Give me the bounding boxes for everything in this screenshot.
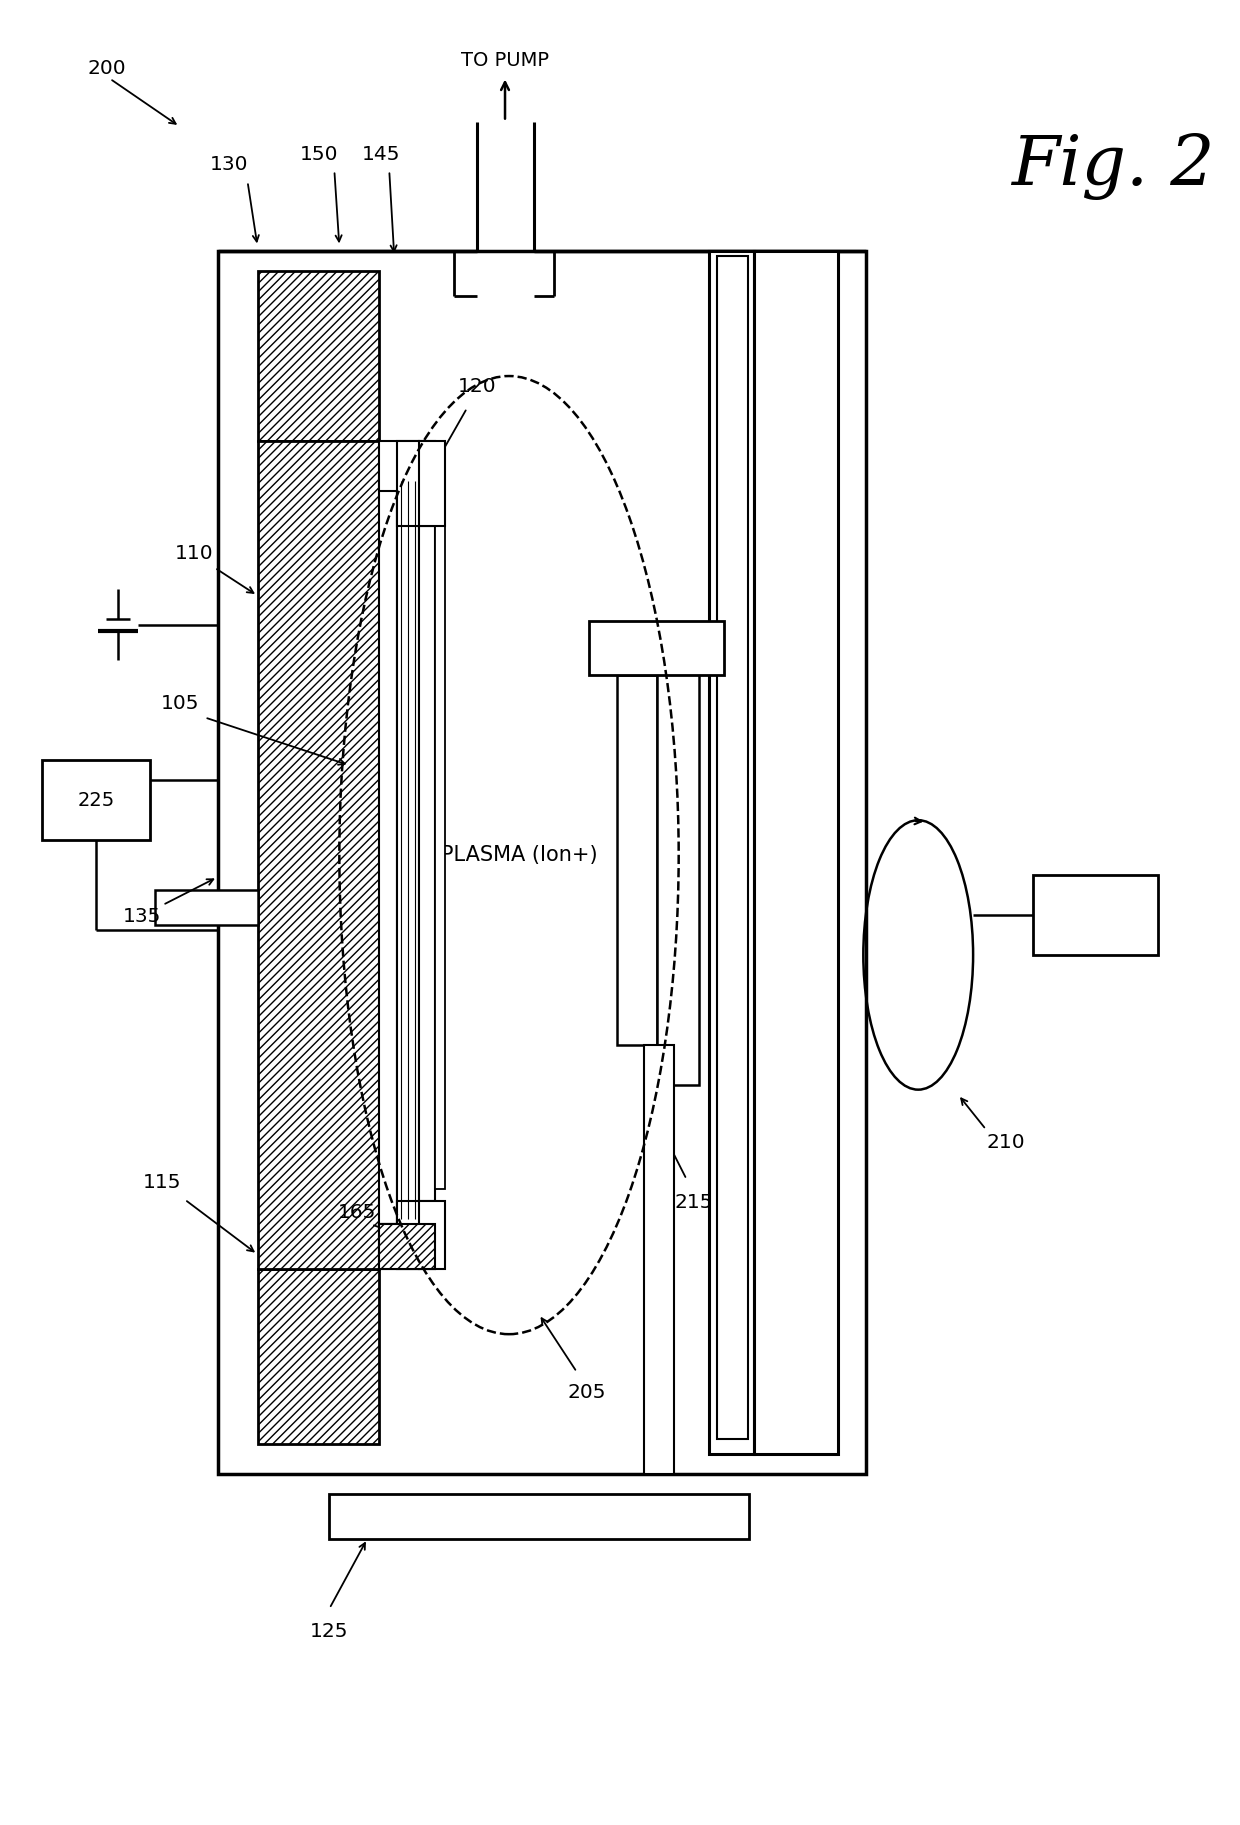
Text: 105: 105 (160, 694, 198, 714)
Text: 135: 135 (123, 907, 161, 927)
Bar (1033, 874, 1158, 954)
Bar (754, 252, 838, 1455)
Bar (397, 442, 435, 526)
Bar (419, 495, 435, 1206)
Bar (217, 252, 867, 1475)
Bar (644, 1044, 673, 1475)
Text: PLASMA (Ion+): PLASMA (Ion+) (440, 845, 598, 865)
Bar (379, 476, 397, 1225)
Bar (258, 272, 379, 442)
Text: 120: 120 (458, 376, 496, 396)
Text: Fig. 2: Fig. 2 (1011, 133, 1215, 201)
Text: 110: 110 (175, 544, 215, 564)
Bar (42, 761, 150, 840)
Bar (397, 1201, 435, 1270)
Bar (657, 635, 698, 1084)
Text: TO PUMP: TO PUMP (461, 51, 549, 69)
Bar (708, 252, 754, 1455)
Bar (379, 442, 419, 491)
Bar (397, 476, 419, 1225)
Bar (589, 620, 724, 675)
Bar (419, 442, 445, 526)
Bar (155, 891, 258, 925)
Text: 225: 225 (77, 790, 114, 810)
Text: 130: 130 (211, 155, 249, 173)
Text: 115: 115 (143, 1173, 181, 1192)
Bar (330, 1495, 749, 1538)
Text: 125: 125 (310, 1622, 348, 1641)
Text: 215: 215 (675, 1194, 713, 1212)
Text: 165: 165 (339, 1203, 377, 1223)
Bar (379, 1225, 435, 1270)
Text: 150: 150 (300, 144, 339, 164)
Text: 220: 220 (1076, 905, 1114, 925)
Bar (435, 511, 445, 1190)
Bar (379, 1225, 419, 1270)
Bar (258, 442, 379, 1270)
Text: 205: 205 (568, 1383, 606, 1402)
Text: 210: 210 (987, 1133, 1025, 1152)
Bar (616, 675, 657, 1044)
Bar (258, 1270, 379, 1444)
Bar (419, 1201, 445, 1270)
Text: 145: 145 (362, 144, 401, 164)
Text: 200: 200 (88, 58, 126, 78)
Bar (717, 256, 748, 1438)
